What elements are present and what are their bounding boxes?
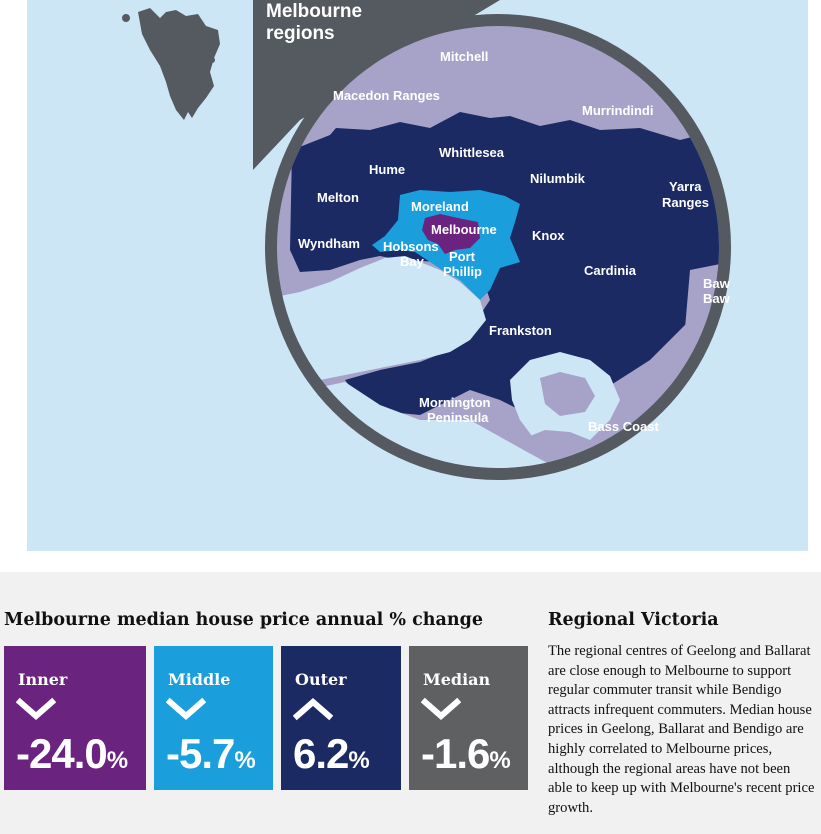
label-knox: Knox <box>532 228 565 243</box>
stat-number: -1.6 <box>421 730 490 777</box>
label-cardinia: Cardinia <box>584 263 637 278</box>
stat-unit: % <box>106 747 129 774</box>
stat-unit: % <box>234 747 256 774</box>
stat-number: -24.0 <box>16 730 108 777</box>
sidebar-title: Regional Victoria <box>548 610 719 630</box>
map-panel: Melbourne regions Mitchell Macedon Range… <box>27 0 808 551</box>
phillip-island <box>520 430 590 454</box>
stat-box-median: Median -1.6% <box>409 646 528 790</box>
inner-region <box>422 214 480 254</box>
stat-unit: % <box>348 747 370 774</box>
chevron-down-icon <box>166 697 206 720</box>
tasmania-islet <box>122 14 130 22</box>
stat-unit: % <box>489 747 511 774</box>
bottom-panel: Melbourne median house price annual % ch… <box>0 572 821 834</box>
stat-value: -24.0% <box>16 730 128 778</box>
label-mornington-2: Peninsula <box>427 410 489 425</box>
map-title-line2: regions <box>266 23 335 44</box>
stat-box-outer: Outer 6.2% <box>281 646 401 790</box>
label-mitchell: Mitchell <box>440 49 488 64</box>
stat-number: 6.2 <box>293 730 349 777</box>
stat-value: -1.6% <box>421 730 511 778</box>
chart-title: Melbourne median house price annual % ch… <box>4 610 483 630</box>
stat-label: Inner <box>18 670 68 689</box>
label-mornington-1: Mornington <box>419 395 491 410</box>
sidebar-text: The regional centres of Geelong and Ball… <box>548 643 815 816</box>
map-rim-wedge <box>253 0 500 170</box>
label-melbourne: Melbourne <box>431 222 497 237</box>
chevron-down-icon <box>16 697 56 720</box>
map-title-line1: Melbourne <box>266 1 362 22</box>
label-frankston: Frankston <box>489 323 552 338</box>
label-nilumbik: Nilumbik <box>530 171 586 186</box>
label-macedon-ranges: Macedon Ranges <box>333 88 440 103</box>
stat-label: Middle <box>168 670 231 689</box>
chevron-down-icon <box>421 697 461 720</box>
stat-box-inner: Inner -24.0% <box>4 646 146 790</box>
stat-label: Outer <box>295 670 347 689</box>
stat-box-middle: Middle -5.7% <box>154 646 273 790</box>
label-bass-coast: Bass Coast <box>588 419 659 434</box>
stat-value: 6.2% <box>293 730 370 778</box>
french-island <box>540 372 595 416</box>
label-hume: Hume <box>369 162 405 177</box>
label-moreland: Moreland <box>411 199 469 214</box>
label-baw-baw-2: Baw <box>703 291 731 306</box>
stat-value: -5.7% <box>166 730 256 778</box>
stat-label: Median <box>423 670 491 689</box>
label-baw-baw-1: Baw <box>703 276 731 291</box>
label-hobsons-bay-2: Bay <box>400 254 425 269</box>
label-murrindindi: Murrindindi <box>582 103 654 118</box>
label-wyndham: Wyndham <box>298 236 360 251</box>
label-yarra-ranges-1: Yarra <box>669 179 702 194</box>
tasmania-islet <box>209 57 215 63</box>
tasmania-island <box>138 8 220 120</box>
chevron-up-icon <box>293 698 333 721</box>
label-hobsons-bay-1: Hobsons <box>383 239 439 254</box>
label-melton: Melton <box>317 190 359 205</box>
label-whittlesea: Whittlesea <box>439 145 505 160</box>
port-phillip-bay <box>277 256 486 380</box>
melbourne-regions-map: Melbourne regions Mitchell Macedon Range… <box>27 0 808 551</box>
label-port-phillip-2: Phillip <box>443 264 482 279</box>
label-yarra-ranges-2: Ranges <box>662 195 709 210</box>
stat-number: -5.7 <box>166 730 235 777</box>
label-port-phillip-1: Port <box>449 249 476 264</box>
